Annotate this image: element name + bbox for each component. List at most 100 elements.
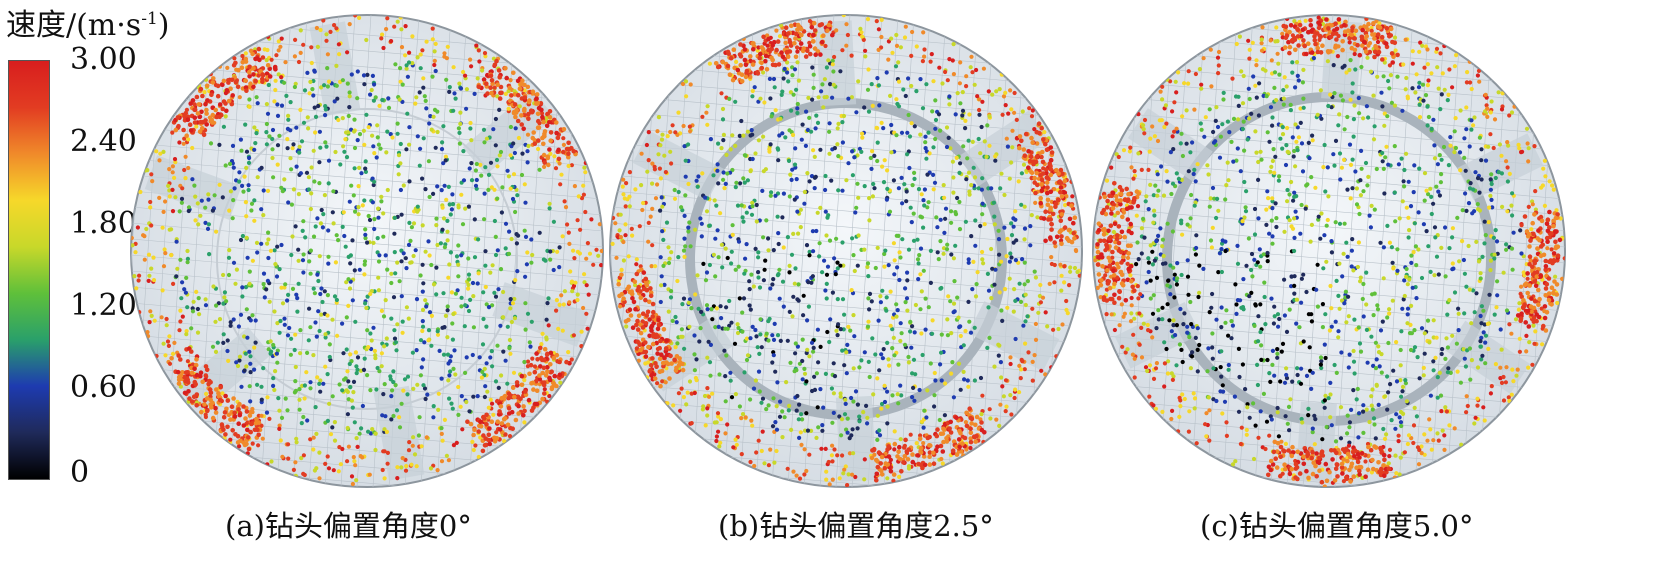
particle (184, 329, 189, 334)
particle (326, 181, 331, 186)
particle (471, 325, 476, 330)
particle (456, 203, 461, 208)
particle (1029, 114, 1035, 119)
particle (1056, 179, 1062, 185)
particle (798, 41, 804, 46)
velocity-field-panel-c (1092, 14, 1566, 488)
particle (347, 90, 352, 95)
particle (960, 108, 966, 113)
particle (192, 102, 197, 107)
particle (875, 464, 881, 470)
particle (774, 47, 779, 53)
particle (701, 261, 706, 266)
particle (1069, 203, 1074, 208)
particle (248, 399, 253, 404)
particle (795, 49, 800, 54)
particle (380, 413, 385, 418)
particle (431, 191, 436, 196)
particle (921, 225, 926, 230)
particle (830, 62, 835, 67)
particle (522, 378, 527, 383)
particle (843, 464, 848, 469)
particle (828, 317, 833, 322)
particle (639, 183, 644, 188)
particle (794, 408, 799, 413)
particle (626, 254, 631, 259)
particle (300, 228, 305, 233)
particle (748, 336, 753, 341)
particle (436, 407, 441, 412)
particle (760, 396, 766, 401)
particle (322, 193, 327, 198)
particle (194, 94, 200, 100)
particle (861, 410, 866, 415)
particle (447, 85, 452, 90)
particle (621, 177, 626, 182)
particle (260, 72, 266, 78)
particle (777, 34, 783, 39)
particle (850, 149, 855, 154)
particle (770, 360, 775, 365)
particle (681, 296, 687, 301)
particle (807, 452, 812, 457)
particle (838, 69, 843, 74)
particle (491, 412, 496, 417)
particle (215, 83, 221, 89)
particle (835, 297, 840, 302)
particle (371, 144, 376, 149)
particle (1005, 305, 1010, 310)
particle (773, 62, 778, 68)
particle (273, 369, 278, 374)
particle (979, 412, 984, 417)
particle (400, 456, 405, 461)
particle (716, 255, 721, 260)
particle (253, 420, 259, 426)
particle (713, 274, 718, 279)
particle (658, 255, 663, 260)
particle (235, 84, 241, 90)
particle (1025, 314, 1030, 319)
particle (672, 196, 678, 201)
particle (659, 283, 664, 288)
particle (1062, 280, 1067, 285)
particle (275, 102, 280, 107)
particle (357, 132, 363, 137)
particle (758, 332, 763, 337)
particle (742, 47, 748, 52)
particle (993, 154, 998, 159)
particle (886, 357, 891, 362)
particle (407, 125, 412, 130)
particle (282, 316, 287, 321)
particle (965, 378, 970, 383)
particle (1030, 378, 1035, 383)
particle (965, 156, 970, 161)
particle (725, 49, 731, 55)
particle (192, 107, 197, 113)
particle (448, 250, 453, 255)
particle (860, 135, 865, 140)
particle (468, 126, 473, 131)
particle (658, 143, 663, 148)
particle (997, 87, 1002, 92)
particle (259, 384, 264, 389)
particle (761, 278, 766, 283)
particle (363, 232, 368, 237)
particle (418, 373, 423, 378)
particle (852, 334, 857, 339)
particle (204, 107, 209, 113)
particle (422, 94, 427, 99)
particle (1043, 141, 1048, 147)
particle (372, 151, 377, 156)
particle (958, 387, 963, 392)
particle (838, 391, 843, 396)
particle (439, 188, 444, 193)
particle (782, 415, 787, 420)
particle (305, 70, 310, 75)
particle (658, 338, 663, 344)
particle (541, 119, 546, 125)
particle (1452, 129, 1457, 134)
mesh-line (131, 126, 603, 168)
particle (466, 308, 472, 314)
particle (309, 165, 314, 170)
particle (1064, 307, 1069, 313)
